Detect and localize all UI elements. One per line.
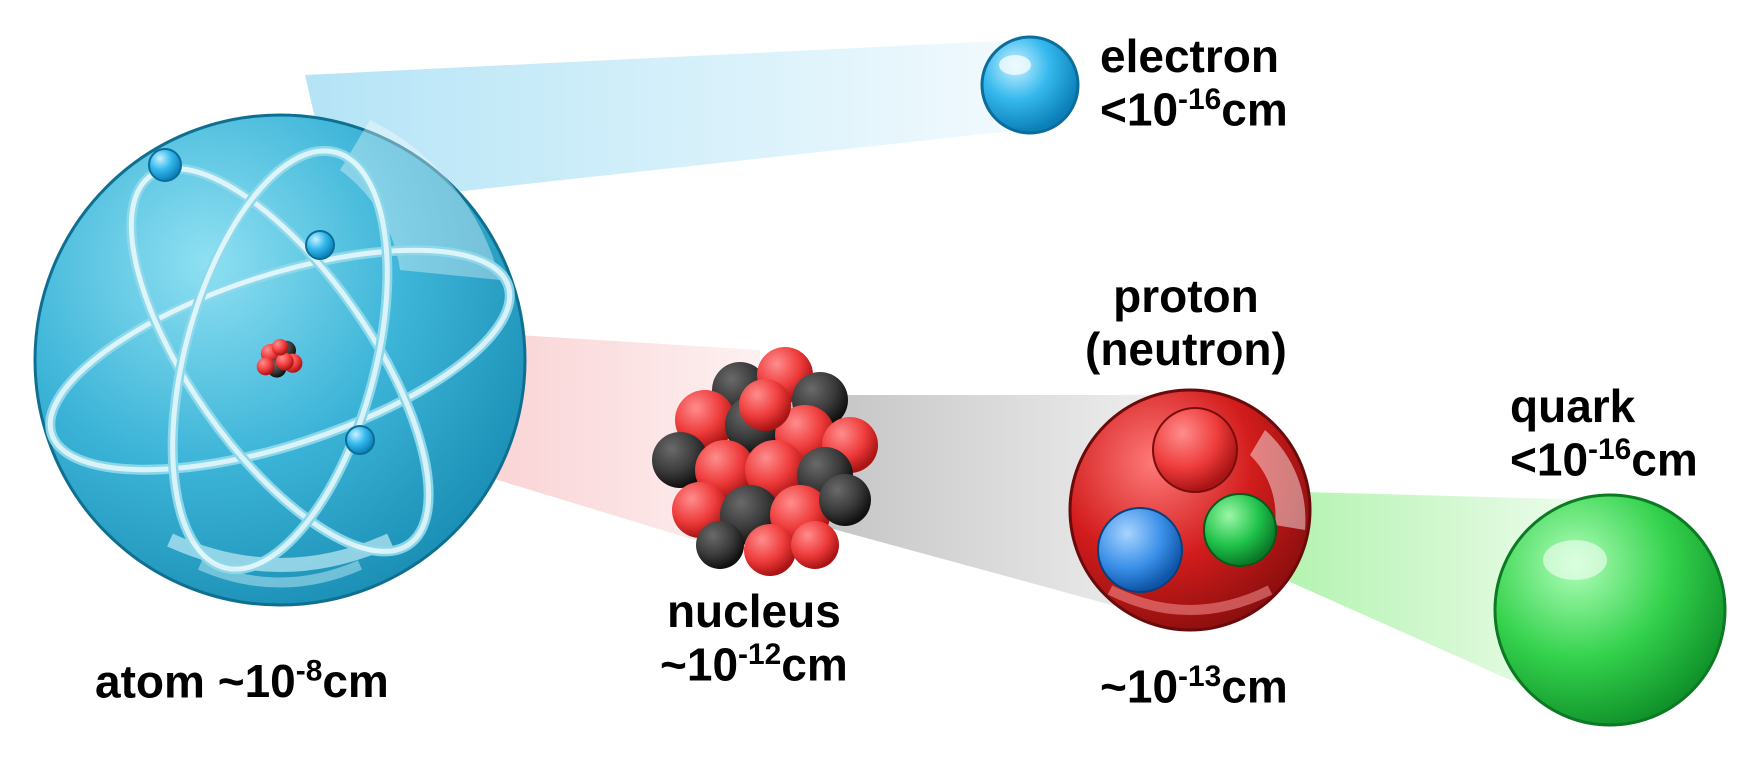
nucleus-size: ~10-12cm [660, 638, 848, 691]
electron-size: <10-16cm [1100, 83, 1288, 136]
atom-label: atom ~10-8cm [95, 655, 389, 708]
quark-size: <10-16cm [1510, 433, 1698, 486]
nucleus-name: nucleus [660, 585, 848, 638]
nucleus-label: nucleus ~10-12cm [660, 585, 848, 691]
quark [1495, 495, 1725, 725]
quark-label: quark <10-16cm [1510, 380, 1698, 486]
diagram-stage: atom ~10-8cm electron <10-16cm nucleus ~… [0, 0, 1750, 770]
electron-name: electron [1100, 30, 1288, 83]
electron [982, 37, 1078, 133]
atom-name: atom [95, 655, 205, 707]
quark-name: quark [1510, 380, 1698, 433]
electron-label: electron <10-16cm [1100, 30, 1288, 136]
proton-name: proton [1085, 270, 1287, 323]
proton-sub: (neutron) [1085, 323, 1287, 376]
proton-label-top: proton (neutron) [1085, 270, 1287, 376]
proton [1070, 390, 1310, 630]
proton-label-size: ~10-13cm [1100, 660, 1288, 713]
atom-size: ~10-8cm [218, 655, 389, 707]
